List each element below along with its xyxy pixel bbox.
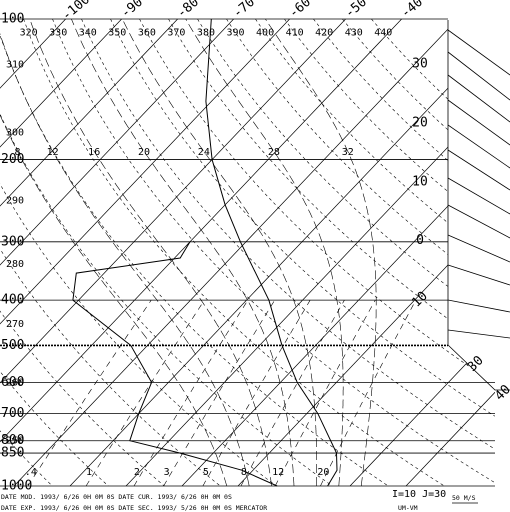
mixing-ratio-label: 20	[317, 467, 329, 478]
mixing-ratio-label: 1	[86, 467, 92, 478]
mixing-ratio-label: .4	[25, 467, 37, 478]
isotherm-label: 40	[492, 382, 510, 404]
annotation: UM-VM	[398, 504, 418, 512]
dry-adiabat-label: 280	[6, 259, 24, 270]
isotherm	[181, 19, 495, 486]
dry-adiabat	[226, 19, 495, 486]
dry-adiabat-label: 410	[286, 28, 304, 39]
isotherm	[0, 19, 234, 486]
mixing-ratio-label: 5	[203, 467, 209, 478]
annotation: DATE EXP. 1993/ 6/26 0H 0M 0S DATE SEC. …	[1, 504, 267, 512]
dry-adiabat	[110, 19, 495, 486]
mixing-ratio-line	[163, 300, 275, 486]
isotherm-label: 30	[412, 56, 428, 71]
mixing-ratio-line	[202, 300, 311, 486]
mixing-ratio-label: 3	[164, 467, 170, 478]
dry-adiabat-label: 350	[108, 28, 126, 39]
dry-adiabat-label: 300	[6, 127, 24, 138]
isotherm	[0, 19, 122, 486]
moist-adiabat-label: 16	[88, 147, 100, 158]
dry-adiabat	[255, 19, 495, 486]
dry-adiabat-label: 260	[6, 377, 24, 388]
wind-line	[447, 299, 510, 313]
dry-adiabat-label: 390	[226, 28, 244, 39]
wind-line	[447, 177, 510, 215]
moist-adiabat-label: 24	[198, 147, 210, 158]
isotherm	[0, 19, 178, 486]
wind-line	[447, 124, 510, 169]
dry-adiabat	[168, 19, 495, 486]
isotherm-label: 10	[412, 174, 428, 189]
isotherm	[349, 19, 495, 486]
mixing-ratio-label: 8	[241, 467, 247, 478]
dry-adiabat-label: 360	[138, 28, 156, 39]
dry-adiabat-label: 290	[6, 196, 24, 207]
wind-line	[447, 51, 510, 101]
dry-adiabat-label: 430	[345, 28, 363, 39]
moist-adiabat-label: 28	[268, 147, 280, 158]
dry-adiabat	[197, 19, 495, 486]
moist-adiabat	[0, 19, 228, 486]
wind-line	[447, 29, 510, 76]
dry-adiabat	[23, 19, 445, 486]
dry-adiabat-label: 420	[315, 28, 333, 39]
mixing-ratio-line	[133, 300, 249, 486]
isotherm	[13, 19, 458, 486]
isotherm	[405, 19, 495, 486]
moist-adiabat-label: 8	[14, 147, 20, 158]
annotation: 50 M/S	[452, 494, 476, 502]
dry-adiabat-label: 330	[49, 28, 67, 39]
mixing-ratio-label: 12	[272, 467, 284, 478]
dry-adiabat	[0, 19, 333, 486]
wind-line	[447, 204, 510, 239]
isotherm-label: 0	[416, 233, 424, 248]
dry-adiabat	[81, 19, 495, 486]
moist-adiabat-label: 12	[47, 147, 59, 158]
isotherm	[0, 19, 402, 486]
annotation: DATE MOD. 1993/ 6/26 0H 0M 0S DATE CUR. …	[1, 493, 232, 501]
wind-line	[447, 329, 510, 339]
moist-adiabat-label: 32	[342, 147, 354, 158]
dry-adiabat-label: 340	[79, 28, 97, 39]
sounding-profile	[205, 18, 338, 487]
dry-adiabat-label: 320	[20, 28, 38, 39]
dry-adiabat-label: 310	[6, 59, 24, 70]
moist-adiabat-label: 20	[138, 147, 150, 158]
isotherm	[125, 19, 495, 486]
sounding-profile	[72, 241, 278, 487]
wind-line	[447, 234, 510, 263]
wind-line	[447, 74, 510, 123]
wind-line	[447, 264, 510, 286]
isotherm	[69, 19, 495, 486]
isotherm-label: 20	[412, 115, 428, 130]
isotherm	[0, 19, 346, 486]
wind-line	[447, 149, 510, 191]
dry-adiabat-label: 400	[256, 28, 274, 39]
dry-adiabat-label: 250	[6, 436, 24, 447]
dry-adiabat-label: 370	[167, 28, 185, 39]
dry-adiabat	[139, 19, 495, 486]
wind-panel-border	[447, 20, 510, 391]
mixing-ratio-label: 2	[134, 467, 140, 478]
dry-adiabat-label: 380	[197, 28, 215, 39]
annotation: I=10 J=30	[392, 489, 446, 500]
dry-adiabat-label: 270	[6, 319, 24, 330]
isotherm	[0, 19, 290, 486]
dry-adiabat-label: 440	[374, 28, 392, 39]
wind-panel	[447, 20, 510, 504]
wind-line	[447, 99, 510, 146]
